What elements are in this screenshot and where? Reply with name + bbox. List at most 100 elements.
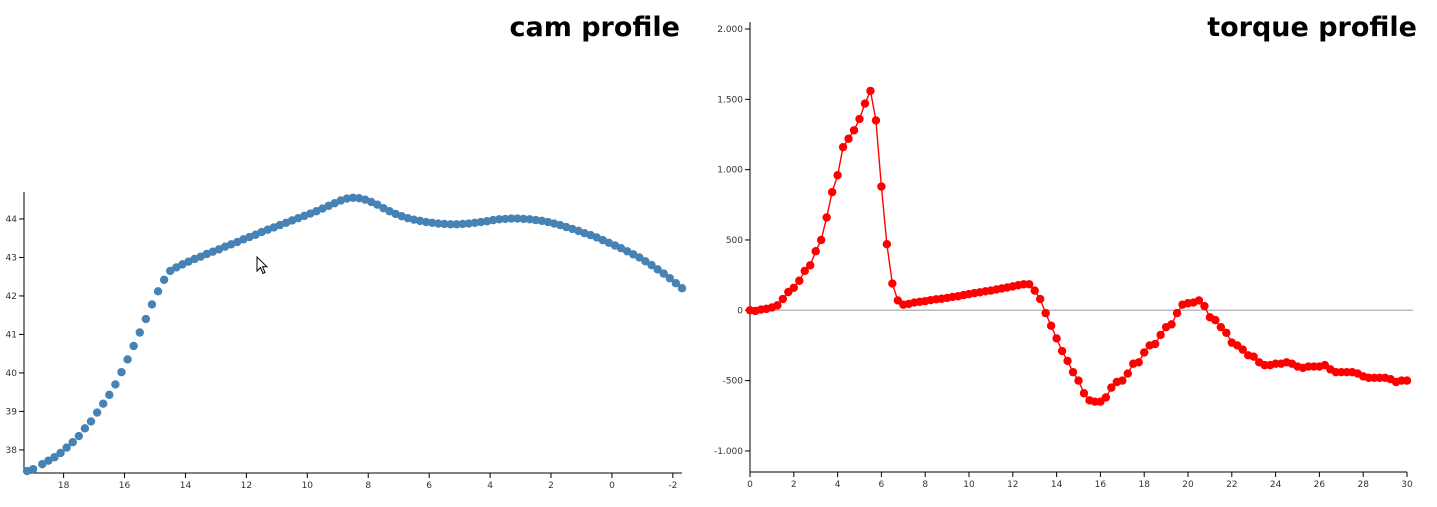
data-point: [74, 431, 84, 441]
data-point: [495, 215, 504, 224]
data-point: [1222, 328, 1231, 337]
data-point: [1211, 315, 1220, 325]
y-tick-label: 43: [6, 253, 17, 263]
data-point: [452, 220, 461, 229]
data-point: [513, 214, 522, 223]
data-point: [111, 380, 120, 389]
data-point: [141, 314, 151, 324]
x-tick-label: 30: [1401, 480, 1413, 490]
x-tick-label: 16: [1095, 480, 1107, 490]
x-tick-label: 4: [487, 481, 493, 491]
y-tick-label: -1.000: [714, 447, 743, 457]
y-tick-label: 1.000: [717, 166, 743, 176]
x-tick-label: 18: [58, 481, 70, 491]
data-point: [519, 214, 528, 224]
torque-chart-title: torque profile: [1207, 12, 1417, 43]
data-point: [877, 182, 886, 191]
x-tick-label: 12: [241, 481, 252, 491]
data-point: [1030, 286, 1039, 295]
x-tick-label: 8: [365, 481, 371, 491]
data-point: [677, 284, 687, 293]
data-point: [1063, 356, 1072, 366]
data-point: [778, 294, 788, 304]
data-point: [117, 367, 126, 377]
data-point: [99, 399, 108, 408]
x-tick-label: 2: [548, 481, 554, 491]
x-tick-label: 26: [1314, 480, 1326, 490]
data-point: [531, 215, 540, 225]
data-point: [789, 283, 798, 292]
data-point: [440, 219, 449, 229]
data-point: [1238, 345, 1247, 354]
data-point: [507, 214, 516, 223]
x-tick-label: 20: [1182, 480, 1194, 490]
data-point: [844, 134, 853, 143]
data-point: [428, 218, 437, 227]
data-point: [105, 390, 114, 400]
data-point: [1041, 308, 1050, 318]
data-point: [1200, 301, 1209, 311]
data-point: [135, 328, 144, 337]
y-tick-label: 2.000: [717, 25, 743, 35]
y-tick-label: 40: [6, 369, 18, 379]
data-point: [476, 217, 486, 227]
data-point: [833, 171, 842, 180]
data-point: [816, 235, 826, 245]
data-point: [1057, 346, 1067, 356]
y-tick-label: 1.500: [717, 95, 743, 105]
data-point: [1118, 376, 1127, 385]
data-point: [1079, 389, 1089, 398]
data-point: [458, 219, 467, 229]
y-tick-label: -500: [723, 377, 744, 387]
data-point: [871, 116, 881, 125]
y-tick-label: 42: [6, 292, 17, 302]
x-tick-label: 24: [1270, 480, 1282, 490]
data-point: [166, 266, 175, 276]
data-point: [665, 274, 675, 283]
data-point: [1134, 358, 1143, 367]
y-tick-label: 38: [6, 446, 18, 456]
data-point: [882, 239, 892, 249]
data-point: [811, 247, 820, 256]
data-point: [855, 114, 864, 124]
data-point: [373, 200, 382, 209]
data-point: [421, 217, 431, 227]
x-tick-label: 10: [302, 481, 314, 491]
data-point: [123, 355, 132, 364]
data-point: [464, 219, 473, 228]
x-tick-label: 0: [747, 480, 753, 490]
data-point: [827, 187, 837, 197]
data-point: [348, 193, 358, 202]
data-point: [800, 266, 809, 276]
data-point: [1172, 308, 1182, 318]
mouse-pointer-icon: [256, 256, 268, 275]
x-tick-label: 8: [922, 480, 928, 490]
data-point: [1156, 330, 1165, 340]
x-tick-label: 12: [1007, 480, 1018, 490]
y-tick-label: 0: [737, 306, 743, 316]
data-point: [866, 86, 875, 96]
data-point: [147, 300, 157, 309]
data-point: [1107, 383, 1116, 392]
data-point: [86, 417, 96, 426]
data-point: [1140, 348, 1149, 357]
x-tick-label: 14: [180, 481, 192, 491]
data-point: [1150, 339, 1160, 349]
x-tick-label: 2: [791, 480, 797, 490]
data-point: [525, 215, 534, 224]
x-tick-label: 28: [1357, 480, 1369, 490]
data-point: [647, 260, 656, 270]
x-tick-label: 6: [426, 481, 432, 491]
data-point: [635, 253, 644, 262]
data-point: [44, 456, 53, 465]
data-point: [653, 265, 662, 274]
y-tick-label: 39: [6, 407, 18, 417]
data-point: [671, 279, 681, 288]
data-point: [888, 279, 897, 288]
x-tick-label: 6: [879, 480, 885, 490]
data-point: [641, 257, 650, 266]
x-tick-label: 16: [119, 481, 131, 491]
data-point: [1068, 367, 1078, 377]
data-point: [342, 194, 352, 203]
data-point: [28, 464, 38, 474]
